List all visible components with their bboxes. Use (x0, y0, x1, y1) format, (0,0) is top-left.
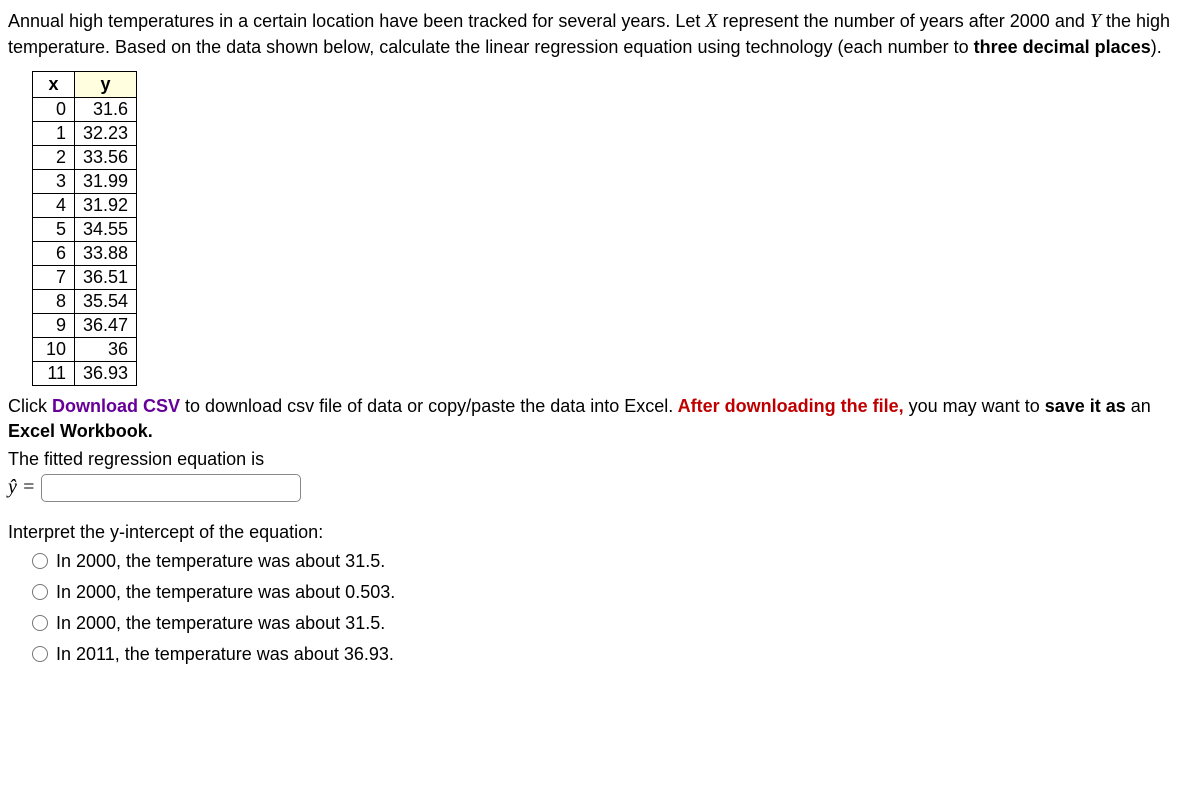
cell-y: 35.54 (75, 290, 137, 314)
download-part2: to download csv file of data or copy/pas… (180, 396, 673, 416)
radio-label-1: In 2000, the temperature was about 0.503… (56, 582, 395, 603)
radio-option-1[interactable]: In 2000, the temperature was about 0.503… (32, 582, 1192, 603)
cell-x: 8 (33, 290, 75, 314)
download-bold: save it as (1040, 396, 1126, 416)
download-red: After downloading the file, (673, 396, 903, 416)
equation-line: ŷ = (8, 474, 1192, 502)
problem-bold: three decimal places (974, 37, 1151, 57)
cell-y: 36.47 (75, 314, 137, 338)
problem-part2: represent the number of years after 2000… (718, 11, 1090, 31)
cell-y: 34.55 (75, 218, 137, 242)
cell-y: 33.88 (75, 242, 137, 266)
y-hat-symbol: ŷ = (8, 476, 35, 499)
cell-x: 3 (33, 170, 75, 194)
cell-y: 31.99 (75, 170, 137, 194)
table-row: 835.54 (33, 290, 137, 314)
download-csv-link[interactable]: Download CSV (47, 396, 180, 416)
header-x: x (33, 72, 75, 98)
download-bold2: Excel Workbook. (8, 421, 153, 441)
cell-x: 11 (33, 362, 75, 386)
table-row: 534.55 (33, 218, 137, 242)
radio-label-0: In 2000, the temperature was about 31.5. (56, 551, 385, 572)
variable-x: X (705, 10, 717, 32)
cell-x: 9 (33, 314, 75, 338)
problem-statement: Annual high temperatures in a certain lo… (8, 8, 1192, 59)
cell-x: 4 (33, 194, 75, 218)
radio-option-3[interactable]: In 2011, the temperature was about 36.93… (32, 644, 1192, 665)
table-row: 233.56 (33, 146, 137, 170)
radio-option-0[interactable]: In 2000, the temperature was about 31.5. (32, 551, 1192, 572)
variable-y: Y (1090, 10, 1101, 32)
radio-label-3: In 2011, the temperature was about 36.93… (56, 644, 394, 665)
radio-input-3[interactable] (32, 646, 48, 662)
table-row: 736.51 (33, 266, 137, 290)
cell-y: 36 (75, 338, 137, 362)
table-row: 431.92 (33, 194, 137, 218)
cell-y: 36.93 (75, 362, 137, 386)
table-row: 1036 (33, 338, 137, 362)
header-y: y (75, 72, 137, 98)
cell-x: 1 (33, 122, 75, 146)
cell-x: 5 (33, 218, 75, 242)
table-row: 1136.93 (33, 362, 137, 386)
table-row: 331.99 (33, 170, 137, 194)
download-part3: you may want to (904, 396, 1040, 416)
cell-x: 2 (33, 146, 75, 170)
radio-input-1[interactable] (32, 584, 48, 600)
cell-y: 36.51 (75, 266, 137, 290)
cell-x: 7 (33, 266, 75, 290)
data-table: x y 031.6132.23233.56331.99431.92534.556… (32, 71, 137, 386)
cell-y: 32.23 (75, 122, 137, 146)
table-row: 031.6 (33, 98, 137, 122)
download-part4: an (1126, 396, 1151, 416)
regression-equation-input[interactable] (41, 474, 301, 502)
table-row: 132.23 (33, 122, 137, 146)
radio-label-2: In 2000, the temperature was about 31.5. (56, 613, 385, 634)
problem-part1: Annual high temperatures in a certain lo… (8, 11, 705, 31)
download-part1: Click (8, 396, 47, 416)
radio-input-2[interactable] (32, 615, 48, 631)
fitted-label: The fitted regression equation is (8, 449, 1192, 470)
table-row: 633.88 (33, 242, 137, 266)
radio-option-2[interactable]: In 2000, the temperature was about 31.5. (32, 613, 1192, 634)
cell-x: 0 (33, 98, 75, 122)
download-instructions: Click Download CSV to download csv file … (8, 394, 1192, 443)
cell-y: 31.6 (75, 98, 137, 122)
radio-input-0[interactable] (32, 553, 48, 569)
problem-end: ). (1151, 37, 1162, 57)
cell-y: 33.56 (75, 146, 137, 170)
interpret-prompt: Interpret the y-intercept of the equatio… (8, 522, 1192, 543)
cell-y: 31.92 (75, 194, 137, 218)
radio-options-group: In 2000, the temperature was about 31.5.… (32, 551, 1192, 665)
cell-x: 10 (33, 338, 75, 362)
cell-x: 6 (33, 242, 75, 266)
table-row: 936.47 (33, 314, 137, 338)
